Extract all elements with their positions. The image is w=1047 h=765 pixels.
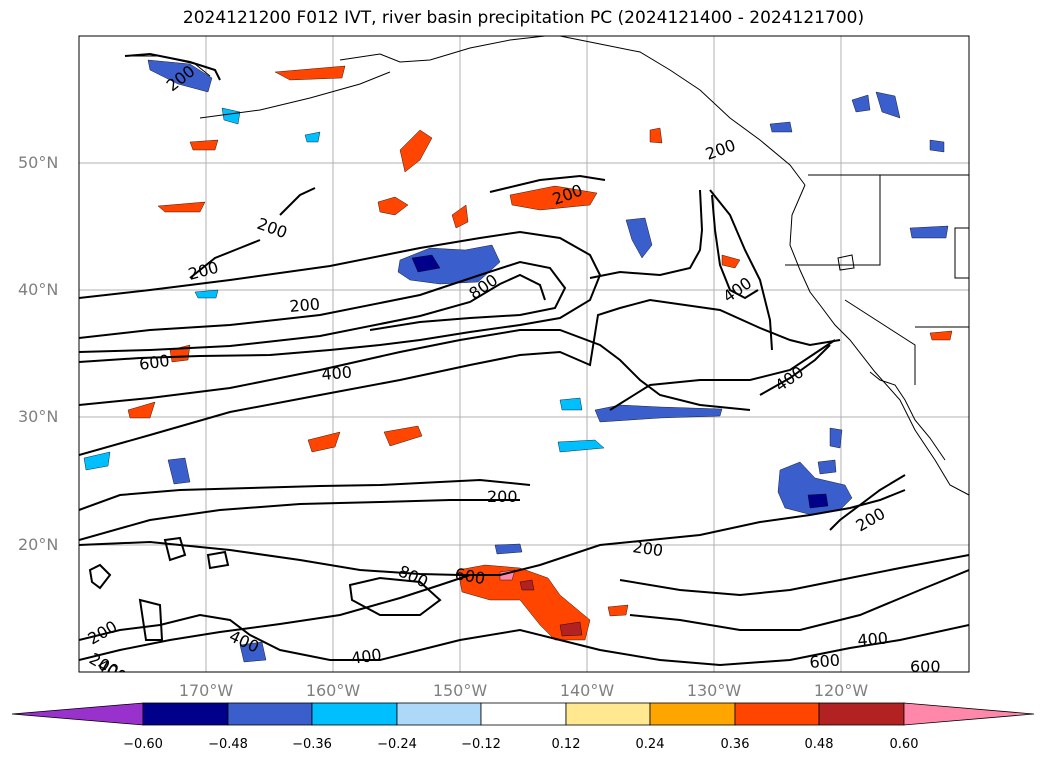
colorbar-tick-label: −0.12	[461, 737, 501, 752]
lon-label-170w: 170°W	[178, 681, 234, 700]
colorbar-segment	[396, 702, 482, 726]
contour-label: 600	[453, 564, 486, 588]
lon-label-140w: 140°W	[559, 681, 615, 700]
contour-label: 200	[186, 258, 220, 284]
contour-label: 200	[255, 214, 290, 242]
map-frame	[78, 35, 970, 673]
contour-label: 600	[809, 650, 841, 672]
colorbar-tick-label: 0.48	[804, 737, 834, 752]
contour-label: 400	[350, 645, 383, 668]
coastlines	[125, 36, 969, 496]
lon-label-150w: 150°W	[432, 681, 488, 700]
contour-label: 200	[289, 294, 321, 316]
colorbar-segment	[480, 702, 567, 726]
colorbar-tick-label: −0.48	[208, 737, 248, 752]
colorbar-tick-label: 0.24	[635, 737, 665, 752]
colorbar-tick-label: 0.36	[720, 737, 750, 752]
contour-label: 200	[853, 504, 889, 536]
contour-label: 200	[487, 487, 518, 506]
contour-label: 400	[321, 362, 353, 384]
colorbar-extend-low	[11, 702, 144, 726]
contour-label: 600	[138, 351, 171, 374]
colorbar	[11, 702, 1035, 726]
colorbar-segment	[227, 702, 313, 726]
ivt-contours	[79, 52, 969, 667]
precip-negative-shading	[83, 59, 949, 663]
colorbar-segment	[311, 702, 398, 726]
contour-label: 200	[85, 617, 121, 649]
colorbar-tick-label: −0.60	[123, 737, 163, 752]
colorbar-tick-label: −0.36	[292, 737, 332, 752]
lat-label-50n: 50°N	[18, 153, 59, 172]
lat-label-40n: 40°N	[18, 280, 59, 299]
map-plot-area: 200 200 200 200 200 200 200 200 200 200 …	[79, 36, 969, 676]
lat-label-20n: 20°N	[18, 535, 59, 554]
colorbar-segment	[734, 702, 820, 726]
precip-positive-shading	[127, 65, 953, 641]
contour-label: 400	[771, 362, 807, 395]
contour-label: 200	[631, 537, 664, 560]
colorbar-segment	[565, 702, 651, 726]
colorbar-extend-high	[903, 702, 1035, 726]
colorbar-segment	[818, 702, 905, 726]
colorbar-tick-label: 0.12	[551, 737, 581, 752]
contour-label: 600	[910, 657, 941, 676]
colorbar-segment	[142, 702, 229, 726]
lon-label-130w: 130°W	[686, 681, 742, 700]
lon-label-160w: 160°W	[305, 681, 361, 700]
lon-label-120w: 120°W	[813, 681, 869, 700]
colorbar-tick-label: −0.24	[377, 737, 417, 752]
map-title: 2024121200 F012 IVT, river basin precipi…	[182, 8, 865, 28]
colorbar-segment	[649, 702, 736, 726]
colorbar-tick-label: 0.60	[889, 737, 919, 752]
lat-label-30n: 30°N	[18, 407, 59, 426]
contour-label: 200	[703, 135, 738, 163]
contour-label: 400	[857, 628, 889, 650]
